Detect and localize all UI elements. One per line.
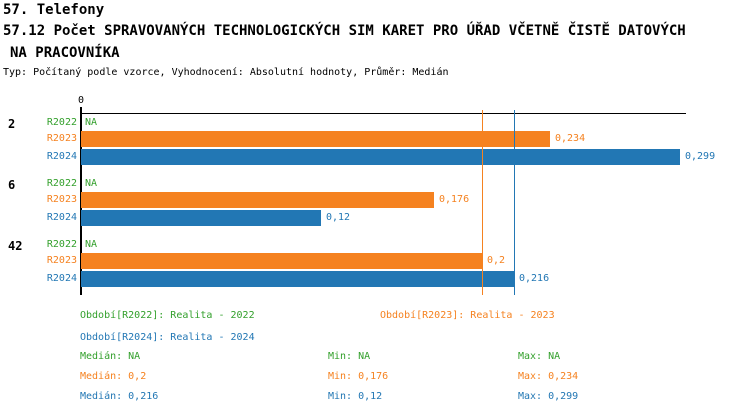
bar-value-label: 0,299 [685, 151, 716, 162]
stat-min-r2023: Min: 0,176 [328, 371, 389, 382]
bar-r2023-group-6 [81, 192, 434, 208]
bar-value-na: NA [85, 178, 98, 189]
category-label-6: 6 [8, 178, 16, 192]
bar-r2024-group-42 [81, 271, 514, 287]
stat-max-r2024: Max: 0,299 [518, 391, 579, 402]
bar-r2024-group-2 [81, 149, 680, 165]
series-row-label-R2022: R2022 [46, 178, 77, 189]
series-row-label-R2023: R2023 [46, 133, 77, 144]
bar-value-na: NA [85, 117, 98, 128]
legend-item-r2024: Období[R2024]: Realita - 2024 [80, 332, 255, 343]
stat-median-r2022: Medián: NA [80, 351, 141, 362]
chart-meta-info: Typ: Počítaný podle vzorce, Vyhodnocení:… [3, 67, 449, 78]
chart-subtitle-line1: 57.12 Počet SPRAVOVANÝCH TECHNOLOGICKÝCH… [3, 23, 686, 39]
series-row-label-R2022: R2022 [46, 239, 77, 250]
bar-value-label: 0,176 [439, 194, 470, 205]
bar-value-na: NA [85, 239, 98, 250]
bar-value-label: 0,234 [555, 133, 586, 144]
x-axis-zero-tick-label: 0 [77, 95, 85, 106]
series-row-label-R2023: R2023 [46, 194, 77, 205]
bar-r2024-group-6 [81, 210, 321, 226]
series-row-label-R2024: R2024 [46, 273, 77, 284]
page-title: 57. Telefony [3, 2, 105, 18]
median-line-r2023 [482, 110, 483, 295]
series-row-label-R2024: R2024 [46, 151, 77, 162]
legend-item-r2022: Období[R2022]: Realita - 2022 [80, 310, 255, 321]
stat-min-r2024: Min: 0,12 [328, 391, 383, 402]
median-line-r2024 [514, 110, 515, 295]
bar-value-label: 0,12 [326, 212, 351, 223]
series-row-label-R2024: R2024 [46, 212, 77, 223]
bar-value-label: 0,216 [519, 273, 550, 284]
bar-r2023-group-42 [81, 253, 482, 269]
legend-item-r2023: Období[R2023]: Realita - 2023 [380, 310, 555, 321]
stat-min-r2022: Min: NA [328, 351, 371, 362]
x-axis-line [81, 113, 686, 114]
category-label-42: 42 [8, 239, 23, 253]
stat-max-r2022: Max: NA [518, 351, 561, 362]
category-label-2: 2 [8, 117, 16, 131]
bar-value-label: 0,2 [487, 255, 506, 266]
series-row-label-R2023: R2023 [46, 255, 77, 266]
bar-r2023-group-2 [81, 131, 550, 147]
chart-subtitle-line2: NA PRACOVNÍKA [10, 45, 120, 61]
series-row-label-R2022: R2022 [46, 117, 77, 128]
stat-median-r2023: Medián: 0,2 [80, 371, 147, 382]
stat-max-r2023: Max: 0,234 [518, 371, 579, 382]
stat-median-r2024: Medián: 0,216 [80, 391, 159, 402]
